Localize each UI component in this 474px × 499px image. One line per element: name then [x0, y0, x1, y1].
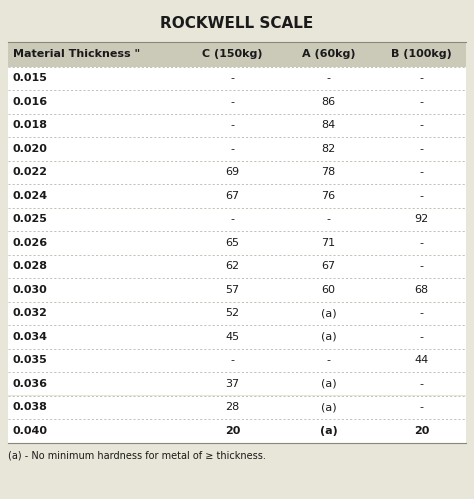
Text: -: -	[230, 144, 235, 154]
Text: -: -	[419, 167, 423, 177]
Bar	[8, 137, 466, 161]
Text: 62: 62	[225, 261, 239, 271]
Text: C (150kg): C (150kg)	[202, 49, 263, 59]
Bar	[8, 372, 466, 396]
Text: A (60kg): A (60kg)	[302, 49, 356, 59]
Text: 0.034: 0.034	[13, 332, 48, 342]
Bar	[8, 113, 466, 137]
Text: 68: 68	[414, 285, 428, 295]
Bar	[8, 396, 466, 419]
Text: 67: 67	[321, 261, 336, 271]
Bar	[8, 90, 466, 113]
Bar	[8, 161, 466, 184]
Text: (a): (a)	[321, 402, 337, 412]
Bar	[8, 419, 466, 443]
Text: 65: 65	[226, 238, 239, 248]
Text: 0.028: 0.028	[13, 261, 48, 271]
Text: 0.030: 0.030	[13, 285, 48, 295]
Text: Material Thickness ": Material Thickness "	[13, 49, 140, 59]
Bar	[8, 184, 466, 208]
Bar	[8, 231, 466, 254]
Text: 0.035: 0.035	[13, 355, 48, 365]
Text: 45: 45	[225, 332, 239, 342]
Text: -: -	[419, 97, 423, 107]
Bar	[8, 208, 466, 231]
Text: 0.038: 0.038	[13, 402, 48, 412]
Text: -: -	[419, 261, 423, 271]
Text: 0.024: 0.024	[13, 191, 48, 201]
Text: (a): (a)	[321, 379, 337, 389]
Text: -: -	[419, 332, 423, 342]
Bar	[8, 278, 466, 301]
Text: -: -	[419, 144, 423, 154]
Text: 0.016: 0.016	[13, 97, 48, 107]
Text: 92: 92	[414, 214, 428, 224]
Text: 84: 84	[321, 120, 336, 130]
Text: -: -	[230, 120, 235, 130]
Bar	[8, 348, 466, 372]
Text: 0.022: 0.022	[13, 167, 48, 177]
Text: 0.020: 0.020	[13, 144, 48, 154]
Text: 60: 60	[321, 285, 336, 295]
Text: -: -	[419, 191, 423, 201]
Text: 76: 76	[321, 191, 336, 201]
Text: 78: 78	[321, 167, 336, 177]
Text: 52: 52	[225, 308, 239, 318]
Text: 71: 71	[321, 238, 336, 248]
Text: 0.026: 0.026	[13, 238, 48, 248]
Text: -: -	[327, 73, 330, 83]
Bar	[8, 254, 466, 278]
Text: 28: 28	[225, 402, 239, 412]
Text: 86: 86	[321, 97, 336, 107]
Text: 0.025: 0.025	[13, 214, 48, 224]
Bar	[8, 301, 466, 325]
Text: -: -	[419, 120, 423, 130]
Text: 0.040: 0.040	[13, 426, 48, 436]
Text: -: -	[230, 97, 235, 107]
Text: 20: 20	[225, 426, 240, 436]
Text: 20: 20	[414, 426, 429, 436]
Text: -: -	[327, 214, 330, 224]
Text: 0.036: 0.036	[13, 379, 48, 389]
Text: (a): (a)	[320, 426, 337, 436]
Text: 44: 44	[414, 355, 428, 365]
Bar	[8, 66, 466, 90]
Bar	[8, 42, 466, 66]
Text: 0.018: 0.018	[13, 120, 48, 130]
Text: -: -	[419, 308, 423, 318]
Text: -: -	[419, 238, 423, 248]
Text: (a): (a)	[321, 332, 337, 342]
Text: 0.032: 0.032	[13, 308, 48, 318]
Text: 57: 57	[225, 285, 239, 295]
Text: -: -	[419, 73, 423, 83]
Text: -: -	[230, 214, 235, 224]
Text: -: -	[327, 355, 330, 365]
Text: -: -	[230, 355, 235, 365]
Text: 37: 37	[225, 379, 239, 389]
Text: (a): (a)	[321, 308, 337, 318]
Text: (a) - No minimum hardness for metal of ≥ thickness.: (a) - No minimum hardness for metal of ≥…	[8, 451, 266, 461]
Text: -: -	[419, 379, 423, 389]
Text: 82: 82	[321, 144, 336, 154]
Text: 0.015: 0.015	[13, 73, 48, 83]
Text: B (100kg): B (100kg)	[391, 49, 452, 59]
Bar	[8, 325, 466, 348]
Text: 69: 69	[225, 167, 239, 177]
Text: 67: 67	[225, 191, 239, 201]
Text: ROCKWELL SCALE: ROCKWELL SCALE	[160, 15, 314, 30]
Text: -: -	[230, 73, 235, 83]
Text: -: -	[419, 402, 423, 412]
